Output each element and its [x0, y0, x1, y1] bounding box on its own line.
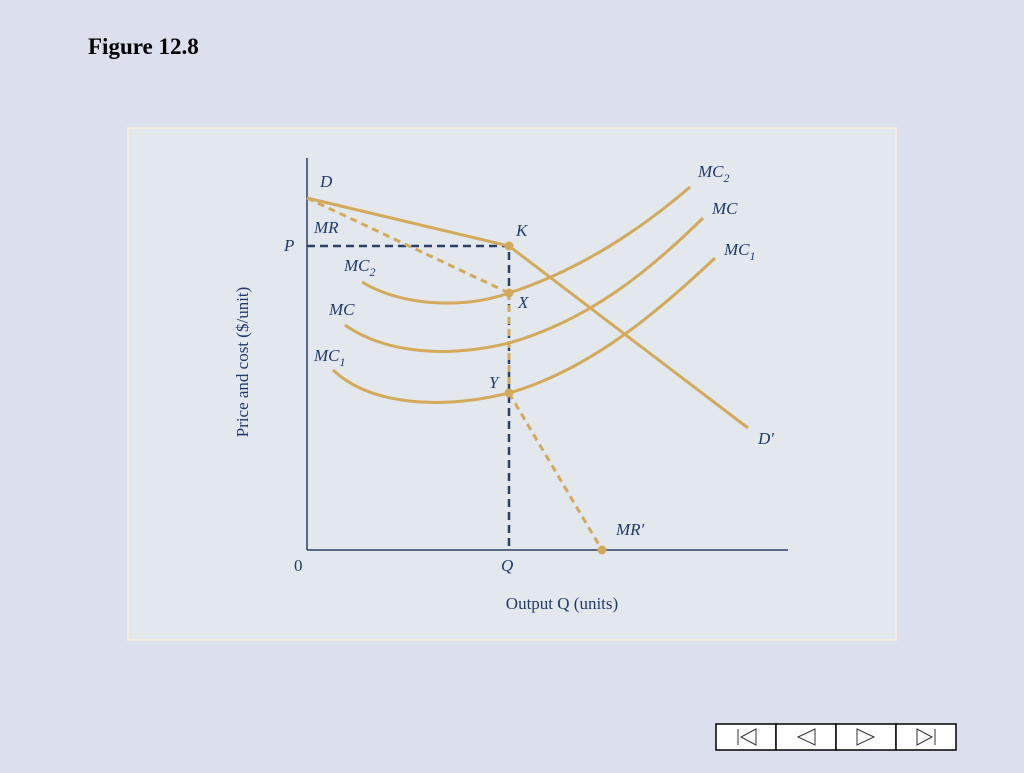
label-y: Y — [489, 373, 500, 392]
label-mr: MR — [313, 218, 339, 237]
nav-first[interactable] — [715, 723, 777, 751]
label-mc-right: MC — [711, 199, 738, 218]
point-mr-end — [597, 545, 607, 555]
slide-title: Figure 12.8 — [88, 34, 199, 59]
nav-bar — [715, 723, 957, 751]
x-axis-label: Output Q (units) — [506, 594, 618, 613]
mr-upper — [306, 196, 510, 295]
point-k — [504, 241, 514, 251]
label-d-prime: D′ — [757, 429, 774, 448]
point-x — [504, 288, 514, 298]
y-axis-label: Price and cost ($/unit) — [233, 287, 252, 438]
mr-lower — [507, 392, 604, 551]
label-mc1-left: MC1 — [313, 346, 346, 369]
label-k: K — [515, 221, 529, 240]
figure-panel — [127, 127, 897, 641]
nav-next[interactable] — [835, 723, 897, 751]
label-mc1-right: MC1 — [723, 240, 756, 263]
label-d: D — [319, 172, 333, 191]
label-mc2-right: MC2 — [697, 162, 730, 185]
label-mr-prime: MR′ — [615, 520, 645, 539]
nav-last[interactable] — [895, 723, 957, 751]
label-x: X — [517, 293, 529, 312]
origin-label: 0 — [294, 556, 303, 575]
label-mc-left: MC — [328, 300, 355, 319]
label-q: Q — [501, 556, 513, 575]
label-mc2-left: MC2 — [343, 256, 376, 279]
point-y — [504, 388, 514, 398]
nav-previous[interactable] — [775, 723, 837, 751]
label-p: P — [283, 236, 294, 255]
